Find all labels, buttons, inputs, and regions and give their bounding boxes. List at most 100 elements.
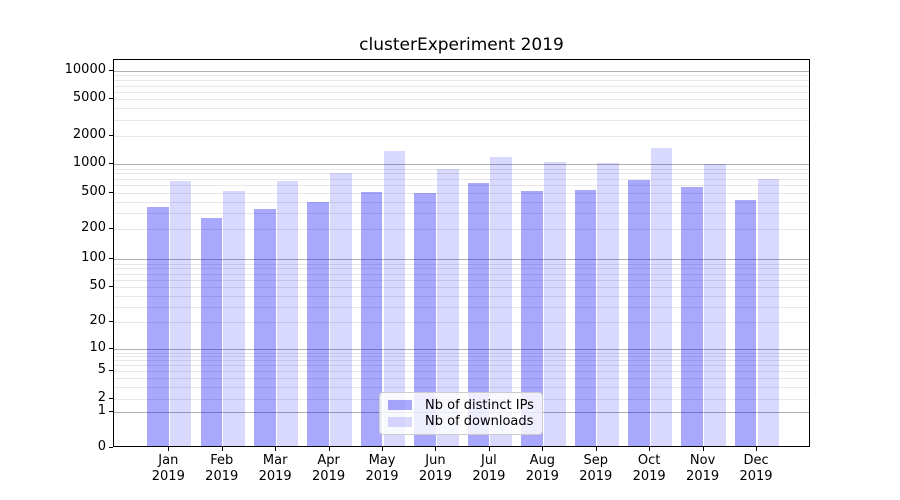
y-axis-tick: [109, 370, 113, 371]
y-axis-tick: [109, 258, 113, 260]
x-axis-tick-label: Nov 2019: [686, 453, 720, 484]
grid-line-minor: [114, 168, 809, 170]
bar-downloads-oct: [650, 148, 673, 446]
grid-line-minor: [114, 85, 809, 87]
x-axis-tick: [221, 447, 223, 451]
y-axis-tick: [109, 398, 113, 400]
y-axis-tick-label: 2: [97, 390, 106, 406]
x-axis-tick-label: Jun 2019: [418, 453, 452, 484]
bar-downloads-jun: [437, 168, 459, 446]
y-axis-tick: [109, 135, 113, 136]
y-axis-tick: [109, 286, 113, 287]
bar-distinct-ips-jan: [147, 207, 169, 446]
x-axis-tick: [328, 447, 330, 451]
grid-line-minor: [114, 136, 809, 137]
x-axis-tick-label: Oct 2019: [632, 453, 666, 484]
bar-distinct-ips-jul: [467, 182, 490, 446]
bar-downloads-nov: [704, 163, 726, 446]
grid-line-minor: [114, 99, 809, 101]
y-axis-tick: [109, 98, 113, 100]
x-axis-tick: [275, 447, 277, 451]
grid-line-minor: [114, 75, 809, 77]
grid-line-minor: [114, 371, 809, 372]
bar-distinct-ips-nov: [681, 187, 703, 446]
grid-line-minor: [114, 108, 809, 110]
grid-line-minor: [114, 268, 809, 270]
x-axis-tick: [649, 447, 651, 451]
legend-item-downloads: Nb of downloads: [388, 414, 534, 431]
grid-line-minor: [114, 213, 809, 215]
grid-line-minor: [114, 192, 809, 194]
grid-line-minor: [114, 119, 809, 121]
y-axis-tick-label: 50: [89, 278, 106, 293]
x-axis-tick-label: Feb 2019: [205, 453, 239, 484]
x-axis-tick: [435, 447, 437, 451]
bar-distinct-ips-oct: [627, 179, 650, 446]
bar-downloads-apr: [330, 173, 352, 446]
bar-downloads-feb: [223, 190, 245, 446]
grid-line-minor: [114, 263, 809, 265]
x-axis-tick: [168, 447, 170, 451]
y-axis-tick-label: 1000: [72, 155, 106, 171]
y-axis-tick-label: 10: [89, 340, 106, 356]
y-axis-tick: [109, 447, 113, 448]
bar-downloads-jul: [490, 156, 513, 446]
bar-distinct-ips-may: [360, 192, 383, 446]
x-axis-tick: [382, 447, 384, 451]
grid-line-minor: [114, 185, 809, 187]
y-axis-tick-label: 20: [89, 313, 106, 328]
bar-distinct-ips-apr: [307, 202, 329, 446]
bar-distinct-ips-mar: [253, 208, 276, 446]
legend: Nb of distinct IPs Nb of downloads: [379, 392, 543, 435]
y-axis-tick-label: 5000: [72, 90, 106, 106]
x-axis-tick: [488, 447, 490, 451]
bar-distinct-ips-feb: [200, 218, 223, 446]
grid-line-major: [114, 349, 809, 351]
bar-downloads-may: [383, 151, 406, 446]
legend-swatch-downloads: [388, 416, 412, 427]
x-axis-tick: [702, 447, 704, 451]
y-axis-tick-label: 2000: [72, 127, 106, 142]
bar-distinct-ips-dec: [734, 199, 757, 446]
grid-line-major: [114, 259, 809, 261]
x-axis-tick-label: Jul 2019: [472, 453, 506, 484]
bar-downloads-aug: [543, 161, 566, 446]
legend-label-downloads: Nb of downloads: [425, 414, 534, 430]
x-axis-tick-label: Dec 2019: [739, 453, 773, 484]
bar-downloads-jan: [169, 180, 192, 446]
grid-line-minor: [114, 91, 809, 93]
y-axis-tick: [109, 228, 113, 230]
grid-line-minor: [114, 306, 809, 308]
grid-line-minor: [114, 80, 809, 82]
grid-line-minor: [114, 295, 809, 297]
grid-line-minor: [114, 201, 809, 203]
grid-line-minor: [114, 229, 809, 231]
x-axis-tick-label: Apr 2019: [312, 453, 346, 484]
bar-distinct-ips-aug: [521, 190, 543, 446]
grid-line-minor: [114, 360, 809, 362]
grid-line-major: [114, 164, 809, 166]
legend-item-distinct-ips: Nb of distinct IPs: [388, 397, 534, 414]
grid-line-minor: [114, 273, 809, 275]
grid-line-minor: [114, 178, 809, 180]
bar-downloads-mar: [276, 181, 299, 446]
y-axis-tick-label: 0: [97, 439, 106, 454]
y-axis-tick: [109, 411, 113, 412]
grid-line-minor: [114, 352, 809, 354]
y-axis-tick-label: 100: [81, 250, 106, 266]
y-axis-tick-label: 1: [97, 403, 106, 418]
grid-line-minor: [114, 279, 809, 281]
y-axis-tick: [109, 191, 113, 193]
x-axis-tick-label: Mar 2019: [258, 453, 292, 484]
chart-title: clusterExperiment 2019: [359, 35, 564, 55]
x-axis-tick: [756, 447, 758, 451]
y-axis-tick-label: 5: [97, 362, 106, 377]
bar-distinct-ips-sep: [574, 190, 597, 446]
y-axis-tick: [109, 70, 113, 71]
y-axis-tick: [109, 163, 113, 165]
grid-line-minor: [114, 173, 809, 175]
bar-downloads-sep: [597, 163, 619, 446]
x-axis-tick: [542, 447, 544, 451]
grid-line-minor: [114, 356, 809, 358]
